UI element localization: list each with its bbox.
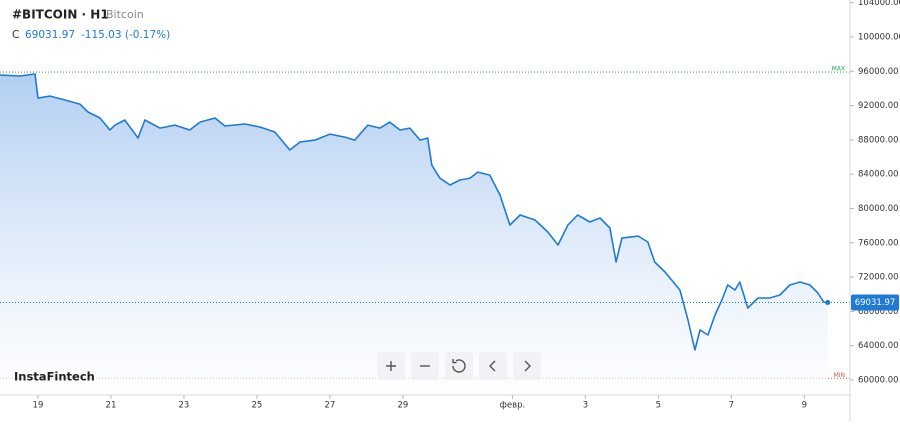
chart-title: #BITCOIN · H1 bbox=[12, 8, 109, 22]
y-tick-label: 88000.00 bbox=[858, 135, 899, 145]
x-tick-label: 27 bbox=[325, 401, 336, 411]
max-line-label: MAX bbox=[832, 66, 845, 73]
x-tick-label: 5 bbox=[656, 401, 661, 411]
quote-value: 69031.97 bbox=[25, 29, 75, 41]
y-tick-label: 68000.00 bbox=[858, 307, 899, 317]
x-tick-label: 19 bbox=[33, 401, 44, 411]
x-tick-label: февр. bbox=[500, 401, 526, 411]
y-tick-label: 80000.00 bbox=[858, 204, 899, 214]
quote-change: -115.03 (-0.17%) bbox=[81, 29, 170, 41]
x-tick-label: 7 bbox=[729, 401, 734, 411]
scroll-right-button[interactable] bbox=[513, 352, 541, 380]
price-tag bbox=[851, 294, 899, 311]
x-tick-label: 29 bbox=[398, 401, 409, 411]
y-tick-label: 60000.00 bbox=[858, 375, 899, 385]
area bbox=[0, 74, 828, 395]
y-tick-label: 72000.00 bbox=[858, 273, 899, 283]
x-tick-label: 3 bbox=[583, 401, 588, 411]
y-tick-label: 64000.00 bbox=[858, 341, 899, 351]
min-line-label: MIN bbox=[834, 372, 845, 379]
x-tick-label: 25 bbox=[252, 401, 263, 411]
x-tick-label: 9 bbox=[802, 401, 807, 411]
watermark: InstaFintech bbox=[14, 370, 95, 384]
zoom-out-button[interactable] bbox=[411, 352, 439, 380]
x-tick-label: 23 bbox=[179, 401, 190, 411]
y-tick-label: 100000.00 bbox=[858, 33, 900, 43]
y-tick-label: 92000.00 bbox=[858, 101, 899, 111]
y-tick-label: 84000.00 bbox=[858, 170, 899, 180]
y-tick-label: 76000.00 bbox=[858, 238, 899, 248]
subtitle: Bitcoin bbox=[106, 8, 144, 21]
price-tag-label: 69031.97 bbox=[855, 298, 896, 308]
zoom-in-button[interactable] bbox=[377, 352, 405, 380]
scroll-left-button[interactable] bbox=[479, 352, 507, 380]
reset-button[interactable] bbox=[445, 352, 473, 380]
y-tick-label: 96000.00 bbox=[858, 67, 899, 77]
x-tick-label: 21 bbox=[106, 401, 117, 411]
last-point bbox=[825, 300, 831, 306]
y-tick-label: 104000.00 bbox=[858, 0, 900, 8]
quote-label: C bbox=[12, 29, 19, 41]
